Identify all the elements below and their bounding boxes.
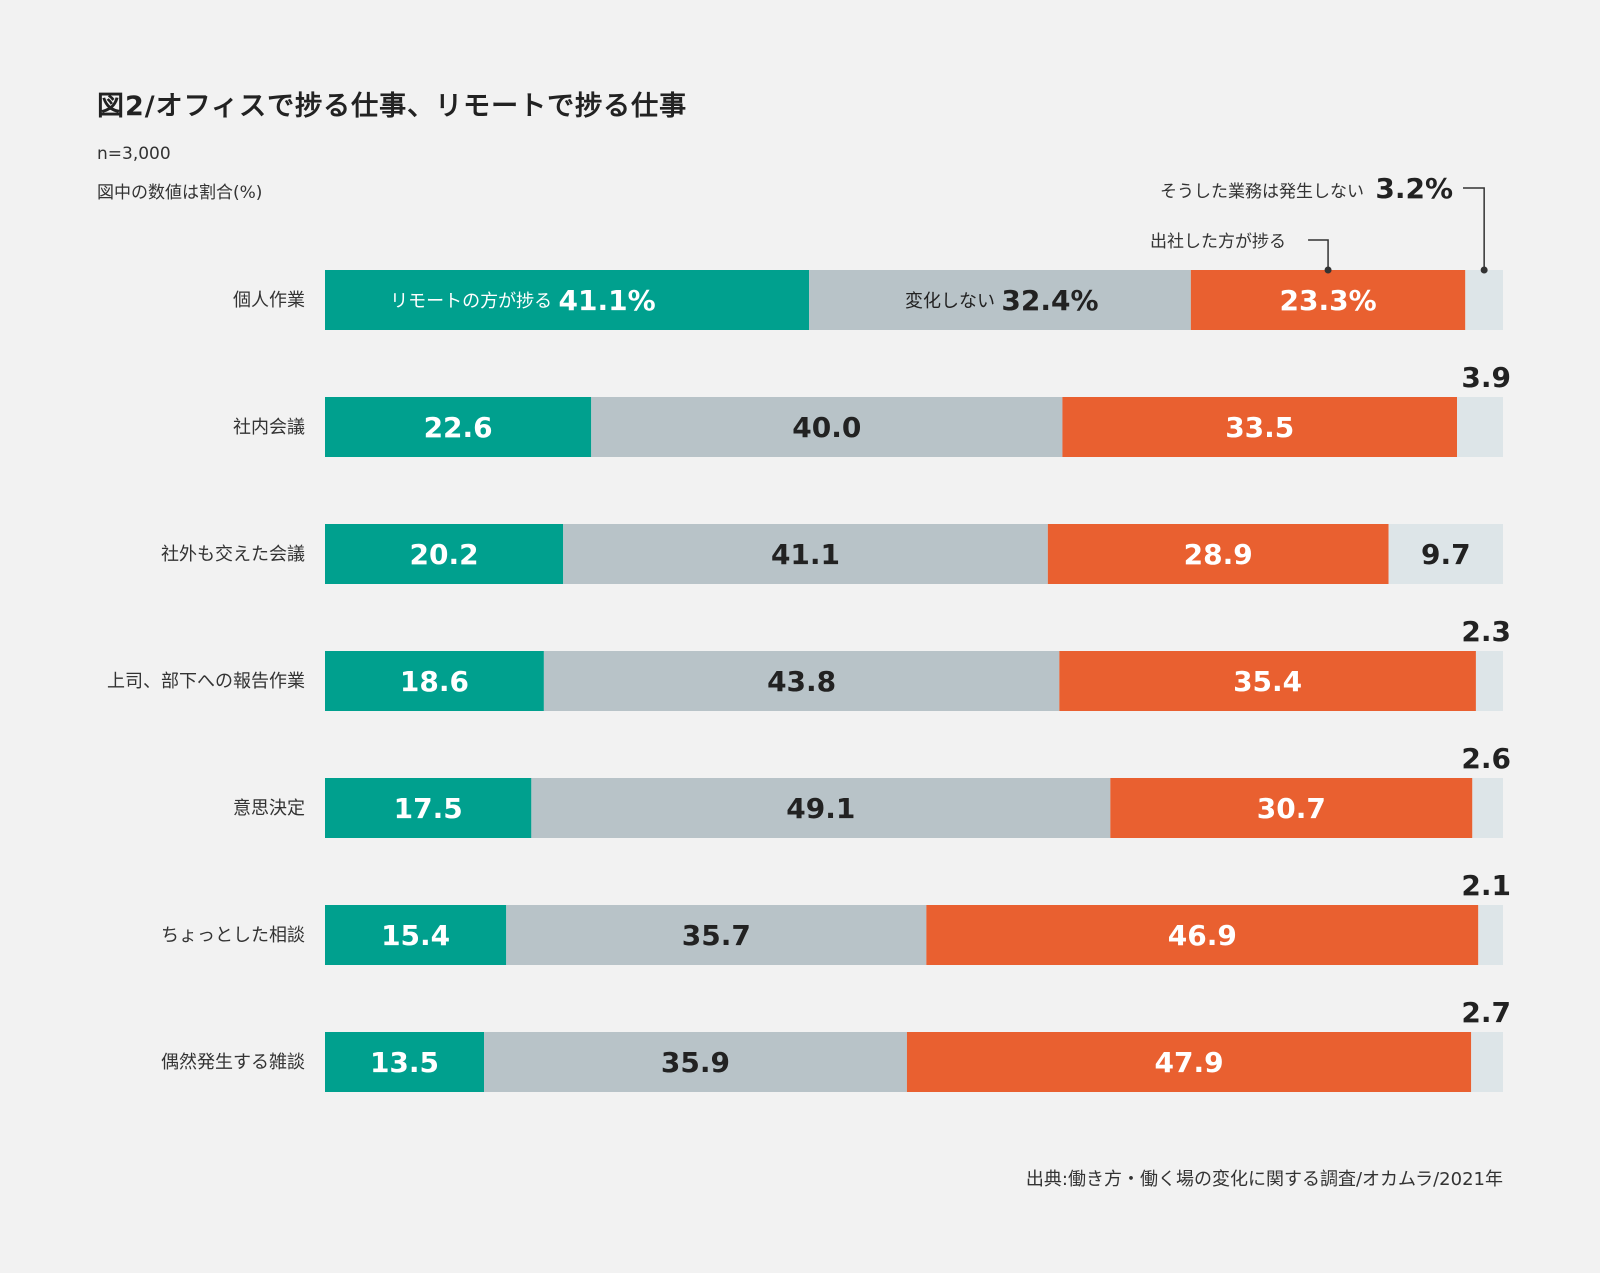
data-label: 41.1 xyxy=(771,538,840,571)
data-label: 9.7 xyxy=(1421,538,1471,571)
bar-segment-nochange xyxy=(484,1032,907,1092)
inline-legend-nochange: 変化しない xyxy=(905,291,995,312)
category-label: 個人作業 xyxy=(233,290,305,311)
data-label: 43.8 xyxy=(767,665,836,698)
bar-segment-office xyxy=(1059,651,1476,711)
bar-segment-remote xyxy=(325,905,507,965)
sample-size-note: n=3,000 xyxy=(97,144,171,164)
data-label: 41.1% xyxy=(559,284,656,317)
bar-segment-none xyxy=(1471,1032,1503,1092)
bar-segment-none xyxy=(1465,270,1503,330)
bar-segment-remote xyxy=(325,524,564,584)
bar-segment-office xyxy=(1047,524,1389,584)
bar-segment-remote xyxy=(325,270,810,330)
data-label: 35.4 xyxy=(1233,665,1302,698)
bar-segment-office xyxy=(906,1032,1472,1092)
data-label: 15.4 xyxy=(381,919,450,952)
data-label: 2.1 xyxy=(1461,869,1511,902)
bar-segment-office xyxy=(1110,778,1473,838)
chart-title: 図2/オフィスで捗る仕事、リモートで捗る仕事 xyxy=(97,91,688,122)
bar-segment-none xyxy=(1388,524,1503,584)
legend-leader-line xyxy=(1463,187,1485,270)
bar-segment-remote xyxy=(325,1032,485,1092)
bar-segment-office xyxy=(1190,270,1466,330)
bar-segment-remote xyxy=(325,778,532,838)
data-label: 49.1 xyxy=(786,792,855,825)
data-label: 20.2 xyxy=(410,538,479,571)
bar-segment-nochange xyxy=(591,397,1063,457)
data-label: 35.9 xyxy=(661,1046,730,1079)
bar-segment-none xyxy=(1478,905,1503,965)
bar-segment-none xyxy=(1475,651,1503,711)
bar-segment-nochange xyxy=(531,778,1111,838)
category-label: 社外も交えた会議 xyxy=(161,544,305,565)
bar-segment-nochange xyxy=(563,524,1048,584)
data-label: 18.6 xyxy=(400,665,469,698)
data-label: 3.2% xyxy=(1375,172,1453,205)
category-label: 社内会議 xyxy=(233,417,305,438)
bar-segment-nochange xyxy=(809,270,1191,330)
data-label: 22.6 xyxy=(424,411,493,444)
data-label: 28.9 xyxy=(1184,538,1253,571)
category-label: 意思決定 xyxy=(233,798,305,819)
category-label: 偶然発生する雑談 xyxy=(161,1052,305,1073)
legend-leader-line xyxy=(1308,239,1329,270)
bar-segment-office xyxy=(1062,397,1458,457)
data-label: 35.7 xyxy=(682,919,751,952)
data-label: 32.4% xyxy=(1001,284,1098,317)
bar-segment-none xyxy=(1472,778,1503,838)
legend-leader-dot xyxy=(1324,266,1332,274)
data-label: 23.3% xyxy=(1279,284,1376,317)
data-label: 2.3 xyxy=(1461,615,1511,648)
data-label: 40.0 xyxy=(792,411,861,444)
data-label: 3.9 xyxy=(1461,361,1511,394)
data-label: 17.5 xyxy=(394,792,463,825)
bar-segment-none xyxy=(1457,397,1503,457)
legend-office-label: 出社した方が捗る xyxy=(1150,232,1286,252)
source-note: 出典:働き方・働く場の変化に関する調査/オカムラ/2021年 xyxy=(1025,1169,1503,1190)
data-label: 33.5 xyxy=(1225,411,1294,444)
data-label: 46.9 xyxy=(1168,919,1237,952)
legend-leader-dot xyxy=(1480,266,1488,274)
bar-segment-remote xyxy=(325,397,592,457)
data-label: 2.7 xyxy=(1461,996,1511,1029)
data-label: 30.7 xyxy=(1257,792,1326,825)
data-label: 2.6 xyxy=(1461,742,1511,775)
legend-none-label: そうした業務は発生しない xyxy=(1160,182,1364,202)
bar-segment-nochange xyxy=(506,905,927,965)
unit-note: 図中の数値は割合(%) xyxy=(97,183,263,203)
bar-segment-remote xyxy=(325,651,544,711)
category-label: ちょっとした相談 xyxy=(161,925,305,946)
data-label: 13.5 xyxy=(370,1046,439,1079)
bar-segment-nochange xyxy=(543,651,1060,711)
data-label: 47.9 xyxy=(1155,1046,1224,1079)
inline-legend-remote: リモートの方が捗る xyxy=(390,291,552,312)
bar-segment-office xyxy=(926,905,1479,965)
category-label: 上司、部下への報告作業 xyxy=(107,671,305,692)
